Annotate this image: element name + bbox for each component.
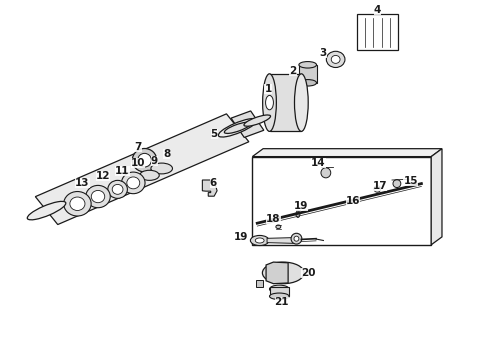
Text: 7: 7	[134, 142, 142, 152]
Text: 15: 15	[403, 176, 418, 186]
Ellipse shape	[138, 153, 151, 167]
Text: 18: 18	[266, 214, 281, 224]
Ellipse shape	[255, 238, 264, 243]
Ellipse shape	[219, 118, 257, 137]
Text: 10: 10	[131, 158, 146, 168]
Ellipse shape	[321, 168, 331, 178]
Polygon shape	[299, 65, 317, 83]
Polygon shape	[35, 114, 249, 225]
Text: 11: 11	[115, 166, 130, 176]
Text: 14: 14	[311, 158, 326, 168]
Ellipse shape	[263, 262, 304, 284]
Ellipse shape	[112, 184, 123, 194]
Text: 8: 8	[163, 149, 170, 159]
Text: 2: 2	[290, 66, 296, 76]
Text: 6: 6	[210, 178, 217, 188]
Text: 17: 17	[372, 181, 387, 192]
Text: 12: 12	[96, 171, 110, 181]
Ellipse shape	[393, 180, 401, 188]
Ellipse shape	[331, 55, 340, 63]
Text: 20: 20	[301, 268, 316, 278]
Text: 3: 3	[320, 48, 327, 58]
Ellipse shape	[108, 180, 127, 198]
Ellipse shape	[91, 190, 105, 203]
Ellipse shape	[86, 185, 110, 208]
Ellipse shape	[296, 211, 300, 217]
Ellipse shape	[64, 192, 91, 216]
Polygon shape	[252, 149, 442, 157]
Text: 9: 9	[151, 156, 158, 166]
Ellipse shape	[294, 74, 308, 131]
Ellipse shape	[276, 225, 281, 229]
Text: 19: 19	[294, 201, 308, 211]
Ellipse shape	[244, 115, 270, 126]
Ellipse shape	[127, 177, 140, 189]
Ellipse shape	[151, 163, 172, 174]
Ellipse shape	[291, 233, 302, 244]
Text: 16: 16	[345, 196, 360, 206]
Ellipse shape	[326, 51, 345, 68]
Polygon shape	[266, 262, 288, 284]
Polygon shape	[270, 74, 301, 131]
Ellipse shape	[270, 285, 289, 293]
Bar	[357, 14, 398, 50]
Ellipse shape	[294, 236, 299, 241]
Text: 21: 21	[274, 297, 289, 307]
Ellipse shape	[270, 293, 289, 300]
Polygon shape	[270, 287, 289, 296]
Ellipse shape	[299, 80, 317, 86]
Ellipse shape	[132, 148, 157, 172]
Polygon shape	[202, 180, 217, 196]
Ellipse shape	[70, 197, 85, 211]
Ellipse shape	[27, 201, 66, 220]
Bar	[252, 157, 431, 245]
Ellipse shape	[140, 170, 159, 180]
Text: 5: 5	[211, 129, 218, 139]
Text: 1: 1	[265, 84, 271, 94]
Text: 19: 19	[234, 232, 248, 242]
Ellipse shape	[122, 172, 145, 194]
Polygon shape	[256, 280, 263, 287]
Polygon shape	[431, 149, 442, 245]
Ellipse shape	[266, 95, 273, 110]
Ellipse shape	[299, 62, 317, 68]
Text: 13: 13	[75, 177, 90, 188]
Ellipse shape	[224, 122, 251, 134]
Ellipse shape	[250, 235, 269, 246]
Polygon shape	[231, 111, 264, 138]
Text: 4: 4	[373, 5, 381, 15]
Ellipse shape	[374, 186, 381, 192]
Ellipse shape	[263, 74, 276, 131]
Polygon shape	[267, 238, 294, 243]
